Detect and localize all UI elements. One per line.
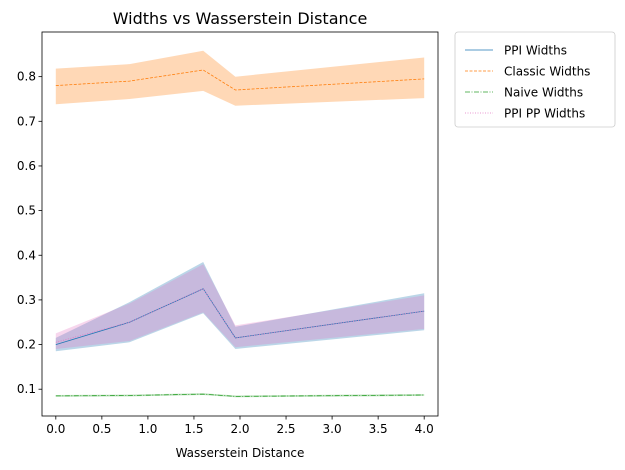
- y-axis-ticks: 0.1 0.2 0.3 0.4 0.5 0.6 0.7 0.8: [17, 70, 42, 396]
- legend-label-4: PPI PP Widths: [504, 107, 585, 121]
- y-tick-label: 0.7: [17, 114, 36, 128]
- legend-label-1: PPI Widths: [504, 44, 567, 58]
- series-line-1: [55, 288, 425, 345]
- y-tick-label: 0.4: [17, 248, 36, 262]
- band-4: [55, 264, 425, 349]
- chart-title: Widths vs Wasserstein Distance: [113, 9, 368, 28]
- y-tick-label: 0.5: [17, 204, 36, 218]
- y-tick-label: 0.1: [17, 382, 36, 396]
- x-tick-label: 4.0: [415, 422, 434, 436]
- x-axis-label: Wasserstein Distance: [176, 446, 305, 460]
- x-tick-label: 0.0: [46, 422, 65, 436]
- x-tick-label: 2.0: [230, 422, 249, 436]
- series-line-2: [55, 69, 425, 91]
- x-tick-label: 1.5: [184, 422, 203, 436]
- series-lines: [55, 69, 425, 397]
- series-line-4: [55, 288, 425, 343]
- legend-box: [454, 31, 616, 128]
- x-tick-label: 0.5: [92, 422, 111, 436]
- confidence-bands: [55, 50, 425, 398]
- y-tick-label: 0.6: [17, 159, 36, 173]
- band-1: [55, 262, 425, 352]
- y-tick-label: 0.3: [17, 293, 36, 307]
- x-tick-label: 2.5: [276, 422, 295, 436]
- x-tick-label: 3.5: [369, 422, 388, 436]
- x-axis-ticks: 0.0 0.5 1.0 1.5 2.0 2.5 3.0 3.5 4.0: [46, 416, 434, 436]
- x-tick-label: 1.0: [138, 422, 157, 436]
- band-2: [55, 50, 425, 106]
- series-line-3: [55, 393, 425, 397]
- legend-label-2: Classic Widths: [504, 65, 590, 79]
- y-tick-label: 0.8: [17, 70, 36, 84]
- legend-label-3: Naive Widths: [504, 86, 583, 100]
- x-tick-label: 3.0: [323, 422, 342, 436]
- band-3: [55, 393, 425, 398]
- y-tick-label: 0.2: [17, 338, 36, 352]
- legend: PPI Widths Classic Widths Naive Widths PPI …: [454, 31, 616, 128]
